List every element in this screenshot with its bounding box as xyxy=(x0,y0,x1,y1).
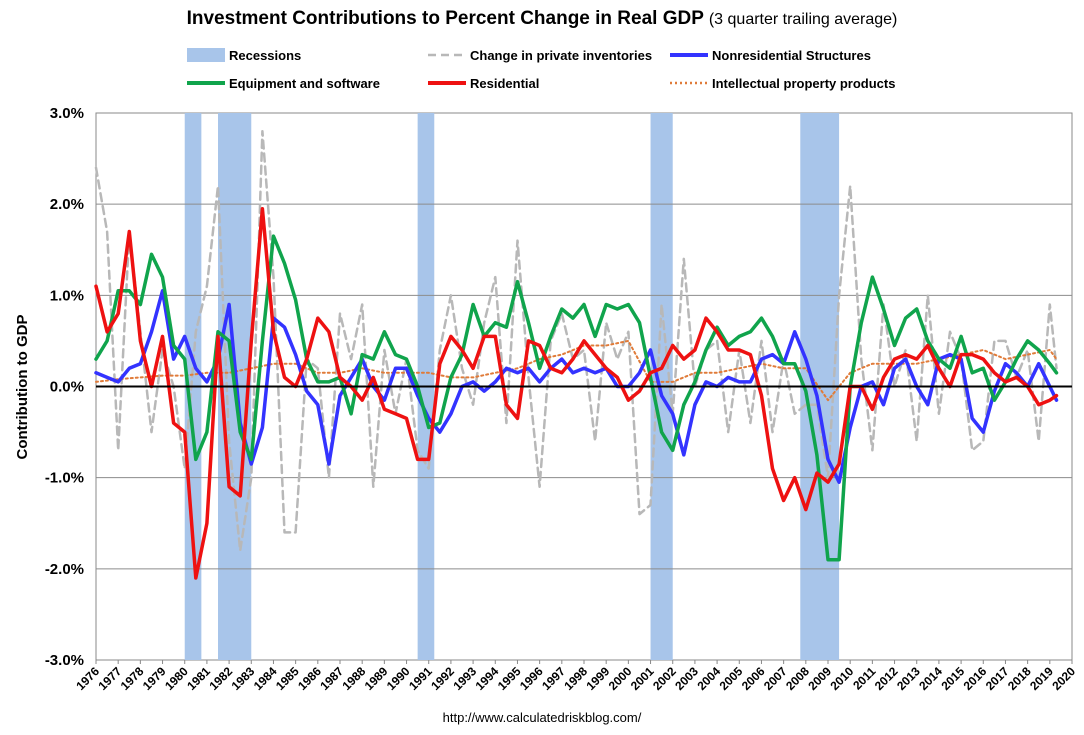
y-axis-label: Contribution to GDP xyxy=(14,315,31,460)
x-tick-label: 1989 xyxy=(362,664,391,693)
x-tick-label: 2016 xyxy=(961,664,990,693)
x-tick-label: 2004 xyxy=(694,664,723,693)
y-tick-label: 3.0% xyxy=(50,105,84,122)
x-tick-label: 1985 xyxy=(273,664,302,693)
y-axis-ticks: 3.0% 2.0% 1.0% 0.0% -1.0% -2.0% -3.0% xyxy=(45,105,84,669)
x-tick-label: 2018 xyxy=(1005,664,1034,693)
legend-label: Change in private inventories xyxy=(470,48,652,63)
x-tick-label: 2005 xyxy=(717,664,746,693)
x-tick-label: 2015 xyxy=(938,664,967,693)
x-tick-label: 1984 xyxy=(251,664,280,693)
x-tick-label: 1987 xyxy=(317,664,346,693)
x-tick-label: 2020 xyxy=(1049,664,1078,693)
y-tick-label: -3.0% xyxy=(45,652,84,669)
x-tick-label: 1992 xyxy=(428,664,457,693)
chart-title: Investment Contributions to Percent Chan… xyxy=(0,8,1084,30)
x-tick-label: 1995 xyxy=(495,664,524,693)
series-line-change-in-private-inventories xyxy=(94,129,1058,552)
y-tick-label: 0.0% xyxy=(50,379,84,396)
x-tick-label: 1998 xyxy=(561,664,590,693)
x-tick-label: 1977 xyxy=(96,664,125,693)
y-tick-label: 1.0% xyxy=(50,287,84,304)
chart-title-main: Investment Contributions to Percent Chan… xyxy=(186,8,704,29)
legend-label: Residential xyxy=(470,76,539,91)
x-tick-label: 1996 xyxy=(517,664,546,693)
x-tick-label: 2002 xyxy=(650,664,679,693)
x-tick-label: 1997 xyxy=(539,664,568,693)
chart-subtitle: (3 quarter trailing average) xyxy=(708,11,898,28)
x-tick-label: 2000 xyxy=(606,664,635,693)
x-tick-label: 1979 xyxy=(140,664,169,693)
x-tick-label: 1988 xyxy=(340,664,369,693)
x-tick-label: 2008 xyxy=(783,664,812,693)
x-tick-label: 2007 xyxy=(761,664,790,693)
plot-area xyxy=(94,112,1073,661)
x-tick-label: 1983 xyxy=(229,664,258,693)
x-tick-label: 2009 xyxy=(805,664,834,693)
x-tick-label: 1993 xyxy=(450,664,479,693)
x-tick-label: 2006 xyxy=(739,664,768,693)
x-tick-label: 2010 xyxy=(828,664,857,693)
legend: Recessions Change in private inventories N… xyxy=(187,48,895,91)
series-line-nonresidential-structures xyxy=(94,289,1059,484)
x-tick-label: 2019 xyxy=(1027,664,1056,693)
x-tick-label: 1986 xyxy=(295,664,324,693)
x-tick-label: 1999 xyxy=(584,664,613,693)
x-tick-label: 1981 xyxy=(184,664,213,693)
legend-label: Nonresidential Structures xyxy=(712,48,871,63)
legend-label: Intellectual property products xyxy=(712,76,895,91)
legend-label: Recessions xyxy=(229,48,301,63)
x-tick-label: 1990 xyxy=(384,664,413,693)
series-line-residential xyxy=(94,206,1059,580)
x-tick-label: 1982 xyxy=(206,664,235,693)
x-tick-label: 1980 xyxy=(162,664,191,693)
legend-label: Equipment and software xyxy=(229,76,380,91)
y-tick-label: 2.0% xyxy=(50,196,84,213)
x-tick-label: 2013 xyxy=(894,664,923,693)
x-tick-label: 1978 xyxy=(118,664,147,693)
series-lines xyxy=(94,129,1059,580)
x-tick-label: 2012 xyxy=(872,664,901,693)
x-tick-label: 1991 xyxy=(406,664,435,693)
x-tick-label: 2001 xyxy=(628,664,657,693)
x-tick-label: 2014 xyxy=(916,664,945,693)
legend-swatch-recessions xyxy=(187,48,225,62)
series-line-equipment-and-software xyxy=(94,234,1059,562)
x-tick-label: 2003 xyxy=(672,664,701,693)
source-url: http://www.calculatedriskblog.com/ xyxy=(442,710,642,725)
x-tick-label: 1994 xyxy=(473,664,502,693)
x-tick-label: 2011 xyxy=(850,664,879,693)
y-tick-label: -1.0% xyxy=(45,470,84,487)
y-tick-label: -2.0% xyxy=(45,561,84,578)
x-tick-label: 2017 xyxy=(983,664,1012,693)
x-axis-ticks: 1976197719781979198019811982198319841985… xyxy=(73,660,1078,693)
